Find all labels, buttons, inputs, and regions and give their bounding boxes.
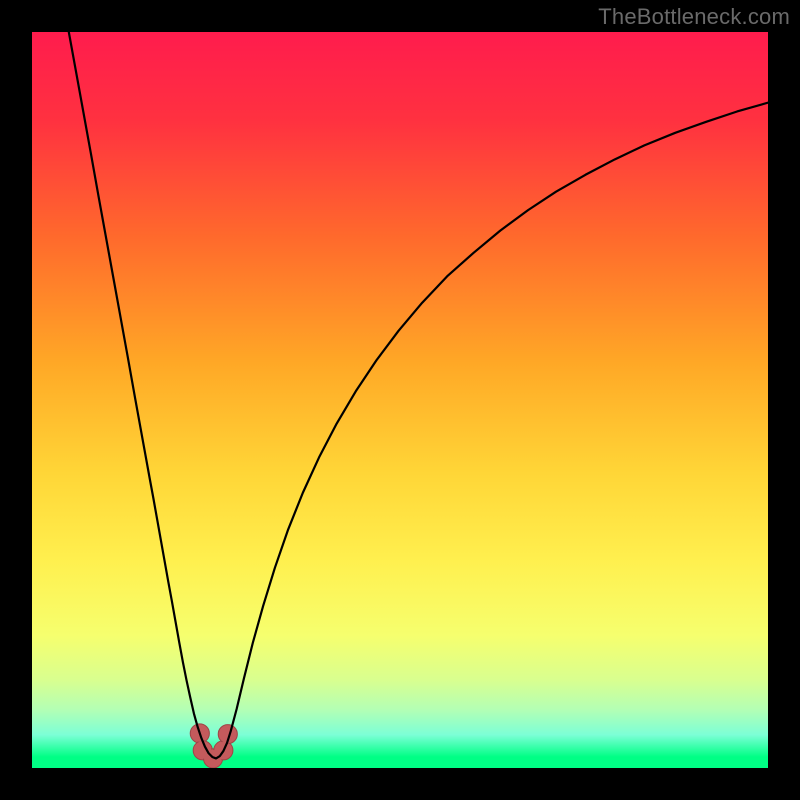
watermark-label: TheBottleneck.com bbox=[598, 4, 790, 30]
chart-container bbox=[32, 32, 768, 768]
chart-background bbox=[32, 32, 768, 768]
bottleneck-chart bbox=[32, 32, 768, 768]
